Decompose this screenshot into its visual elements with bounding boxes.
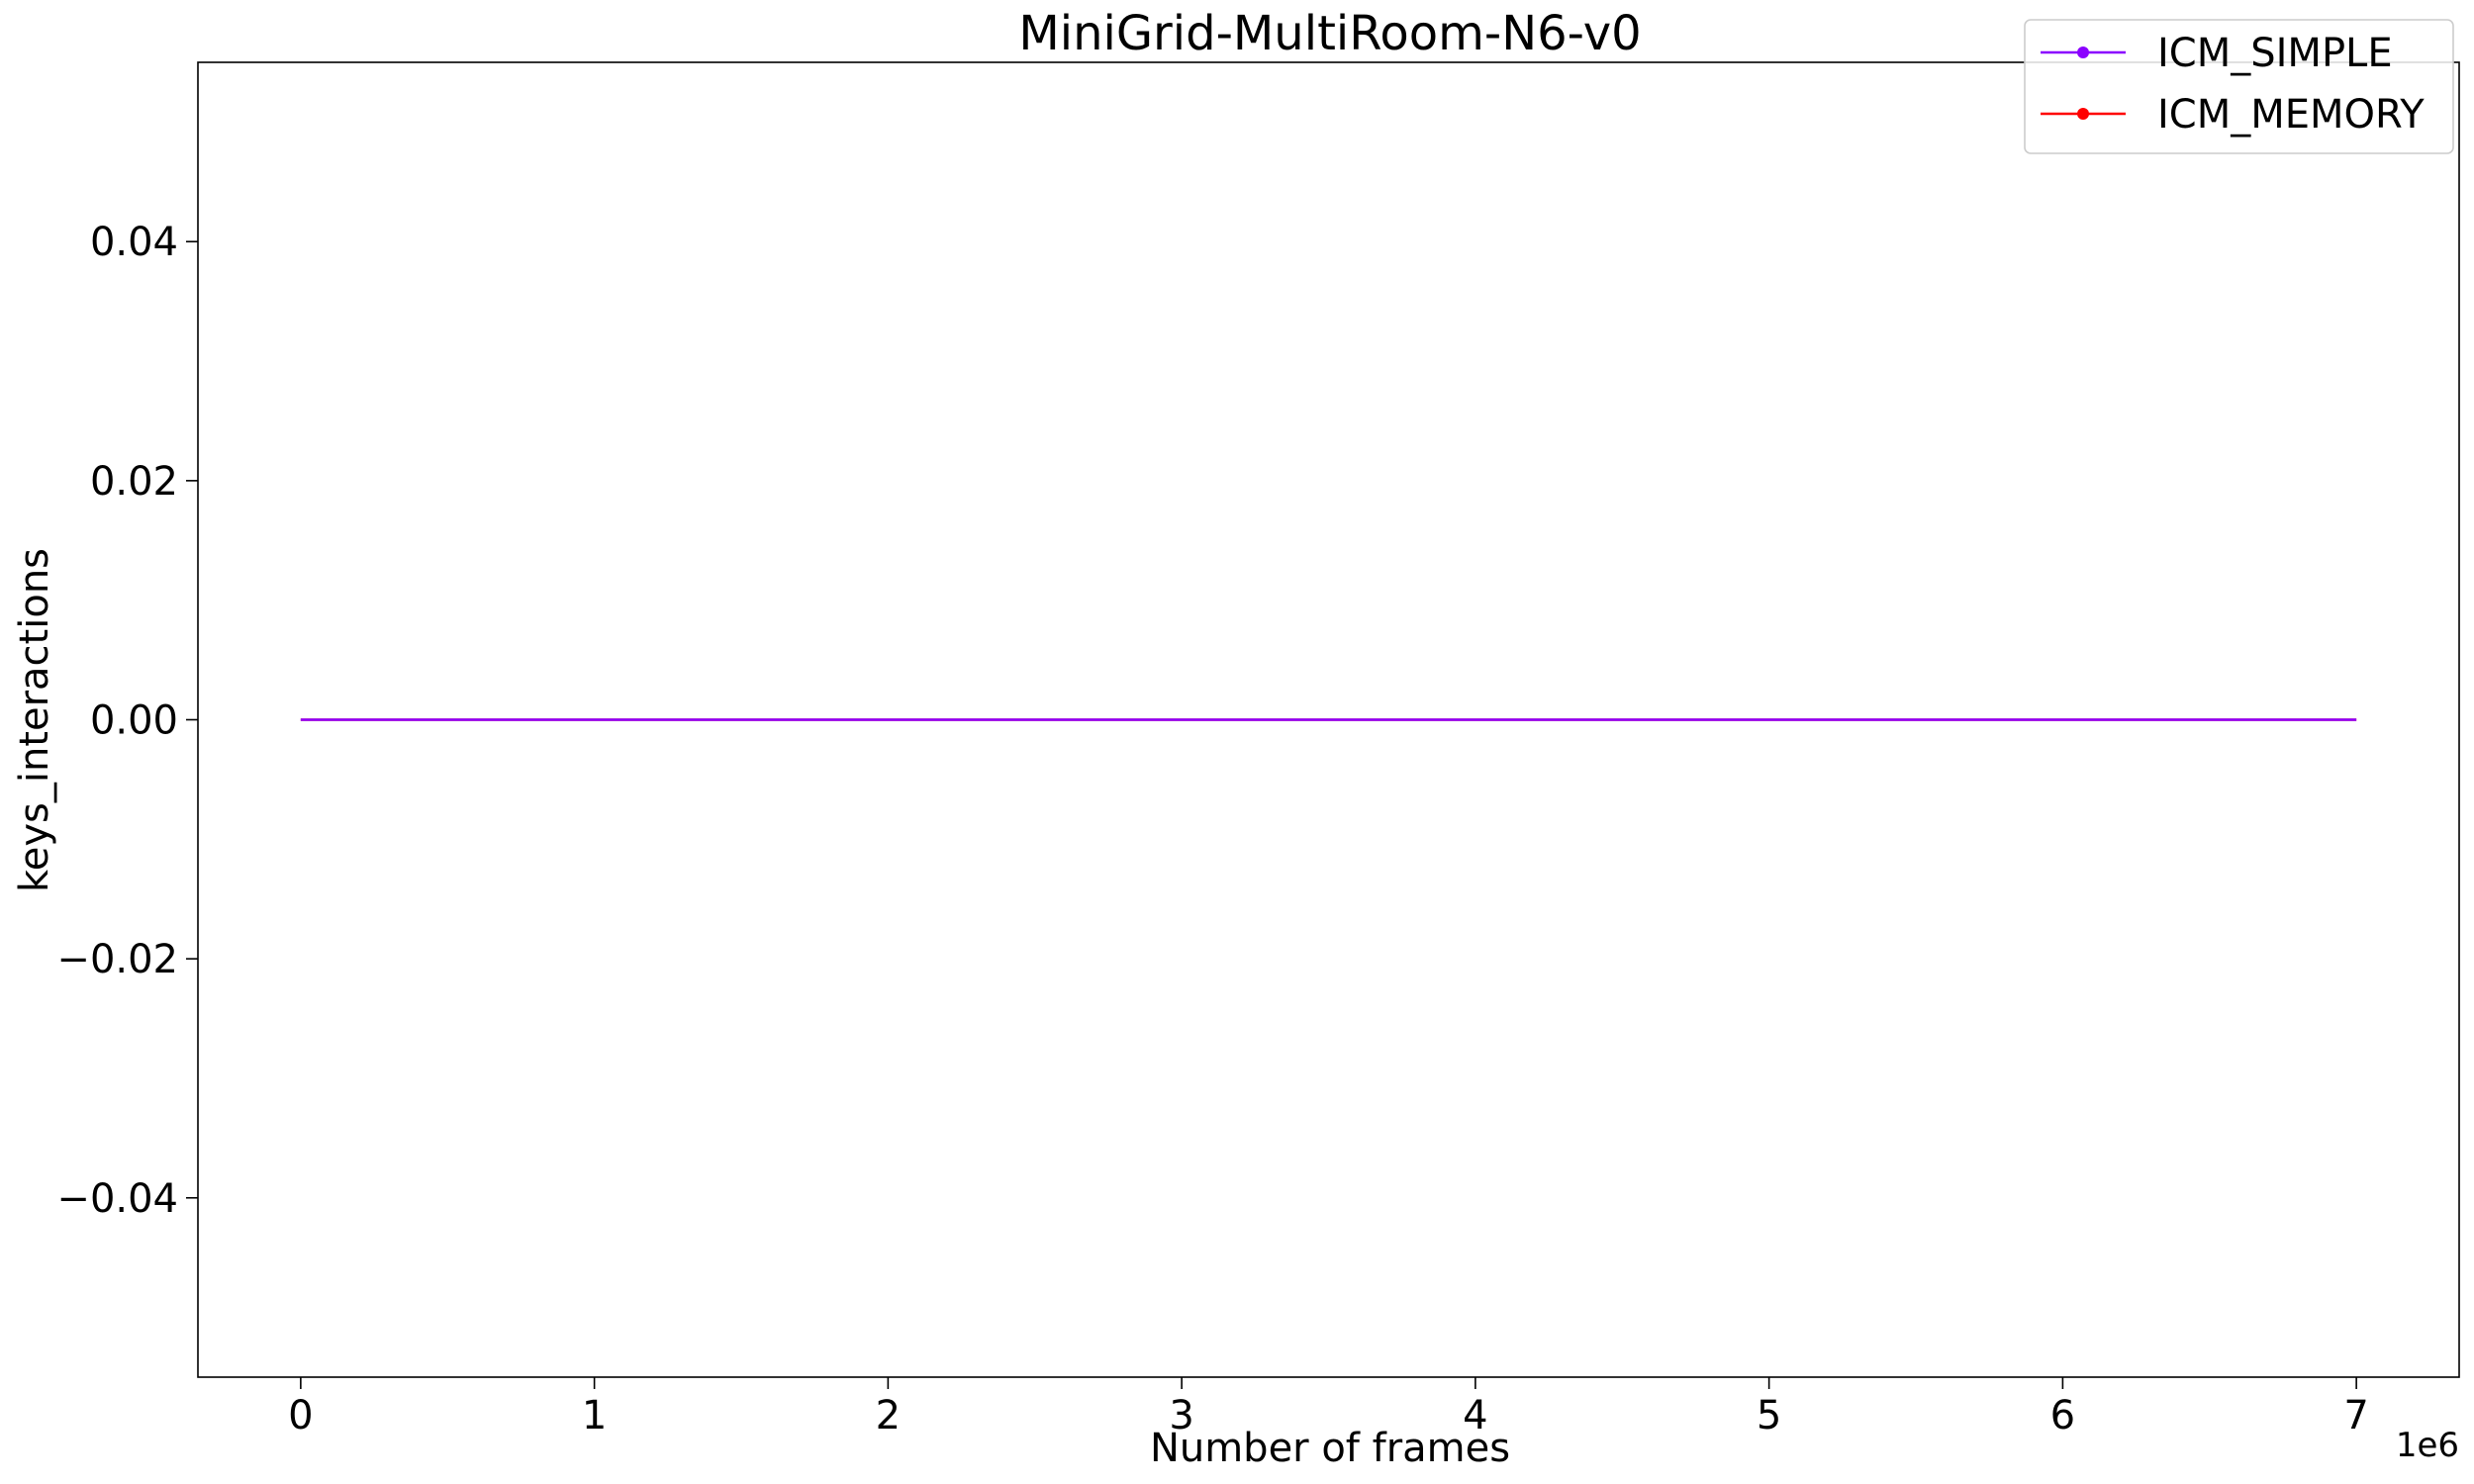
- legend-items: ICM_SIMPLE ICM_MEMORY: [2041, 31, 2425, 138]
- x-tick-label: 7: [2343, 1393, 2368, 1438]
- x-tick-label: 0: [288, 1393, 313, 1438]
- legend-swatch-marker: [2077, 108, 2089, 120]
- x-axis-offset-label: 1e6: [2396, 1426, 2459, 1465]
- legend: ICM_SIMPLE ICM_MEMORY: [2024, 19, 2454, 154]
- x-axis-label: Number of frames: [1150, 1426, 1510, 1471]
- x-tick-label: 2: [876, 1393, 901, 1438]
- y-tick-label: 0.00: [90, 698, 178, 744]
- y-axis-label: keys_interactions: [12, 548, 57, 892]
- y-tick-label: 0.04: [90, 220, 178, 265]
- legend-label: ICM_SIMPLE: [2157, 31, 2393, 76]
- x-tick-label: 3: [1169, 1393, 1193, 1438]
- legend-swatch-marker: [2077, 46, 2089, 58]
- legend-label: ICM_MEMORY: [2157, 92, 2425, 138]
- x-axis-ticks: 0 1 2 3 4 5 6 7: [288, 1377, 2369, 1438]
- chart-title: MiniGrid-MultiRoom-N6-v0: [1018, 6, 1641, 61]
- x-tick-label: 6: [2050, 1393, 2075, 1438]
- x-tick-label: 1: [582, 1393, 607, 1438]
- y-axis-ticks: −0.04 −0.02 0.00 0.02 0.04: [56, 220, 198, 1222]
- y-tick-label: −0.02: [56, 937, 178, 982]
- legend-box: [2024, 19, 2454, 154]
- y-tick-label: −0.04: [56, 1176, 178, 1222]
- y-tick-label: 0.02: [90, 459, 178, 505]
- x-tick-label: 4: [1463, 1393, 1487, 1438]
- x-tick-label: 5: [1757, 1393, 1781, 1438]
